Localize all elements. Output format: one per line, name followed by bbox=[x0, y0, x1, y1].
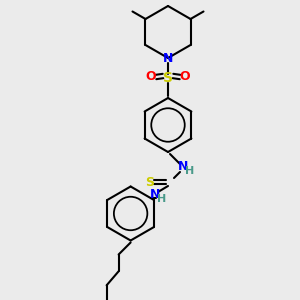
Text: N: N bbox=[178, 160, 188, 173]
Text: S: S bbox=[146, 176, 154, 188]
Text: O: O bbox=[180, 70, 190, 83]
Text: S: S bbox=[163, 71, 173, 85]
Text: N: N bbox=[163, 52, 173, 64]
Text: O: O bbox=[146, 70, 156, 83]
Text: N: N bbox=[150, 188, 160, 202]
Text: H: H bbox=[185, 166, 195, 176]
Text: H: H bbox=[158, 194, 166, 204]
